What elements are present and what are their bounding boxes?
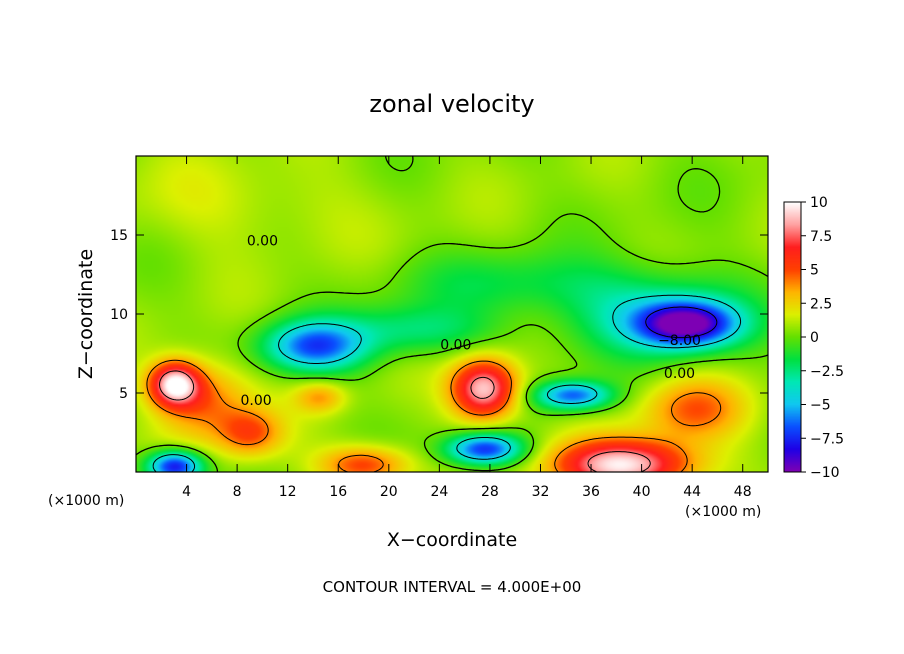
x-tick-label: 28 — [481, 484, 499, 500]
x-tick-label: 40 — [633, 484, 651, 500]
x-tick-label: 44 — [683, 484, 701, 500]
contour-label: 0.00 — [240, 393, 271, 409]
colorbar-tick-label: −7.5 — [810, 431, 844, 447]
contour-label: 0.00 — [247, 233, 278, 249]
colorbar-tick-label: −2.5 — [810, 364, 844, 380]
x-tick-label: 24 — [430, 484, 448, 500]
x-unit-left: (×1000 m) — [48, 493, 124, 509]
contour-line-4 — [146, 359, 722, 472]
heatmap-field — [136, 156, 768, 472]
colorbar-tick-label: 0 — [810, 330, 819, 346]
x-tick-label: 16 — [329, 484, 347, 500]
colorbar-tick-label: 5 — [810, 263, 819, 279]
y-tick-label: 5 — [119, 386, 128, 402]
contour-line-neg8 — [645, 306, 718, 339]
y-tick-label: 15 — [110, 228, 128, 244]
x-tick-label: 12 — [279, 484, 297, 500]
x-tick-label: 8 — [233, 484, 242, 500]
contour-line-neg4 — [152, 294, 742, 472]
contour-labels: 0.00 0.00 0.00 −8.00 0.00 — [240, 233, 701, 409]
x-tick-label: 20 — [380, 484, 398, 500]
x-tick-label: 4 — [182, 484, 191, 500]
y-axis-label: Z−coordinate — [75, 249, 97, 379]
x-axis-label: X−coordinate — [387, 529, 517, 551]
colorbar-tick-label: −5 — [810, 398, 831, 414]
colorbar-gradient — [784, 202, 801, 472]
plot-area: 0.00 0.00 0.00 −8.00 0.00 — [136, 156, 768, 472]
colorbar-tick-label: 2.5 — [810, 296, 832, 312]
colorbar-tick-label: 7.5 — [810, 229, 832, 245]
colorbar-tick-label: 10 — [810, 195, 828, 211]
colorbar-ticks: 10 7.5 5 2.5 0 −2.5 −5 −7.5 −10 — [801, 195, 844, 481]
contour-interval-note: CONTOUR INTERVAL = 4.000E+00 — [323, 578, 582, 596]
chart-title: zonal velocity — [369, 90, 534, 118]
x-tick-label: 48 — [734, 484, 752, 500]
x-tick-label: 36 — [582, 484, 600, 500]
y-axis-ticks: 5 10 15 — [110, 228, 768, 402]
x-tick-label: 32 — [532, 484, 550, 500]
x-axis-ticks: 4 8 12 16 20 24 28 32 36 40 44 48 — [182, 156, 752, 500]
contour-line-8 — [159, 370, 651, 472]
y-tick-label: 10 — [110, 307, 128, 323]
contour-label: 0.00 — [664, 366, 695, 382]
x-unit-right: (×1000 m) — [685, 504, 761, 520]
colorbar-tick-label: −10 — [810, 465, 840, 481]
contour-label: 0.00 — [440, 338, 471, 354]
contour-lines — [136, 156, 768, 472]
contour-line-0 — [136, 156, 768, 472]
contour-label: −8.00 — [658, 333, 701, 349]
colorbar: 10 7.5 5 2.5 0 −2.5 −5 −7.5 −10 — [783, 195, 844, 481]
